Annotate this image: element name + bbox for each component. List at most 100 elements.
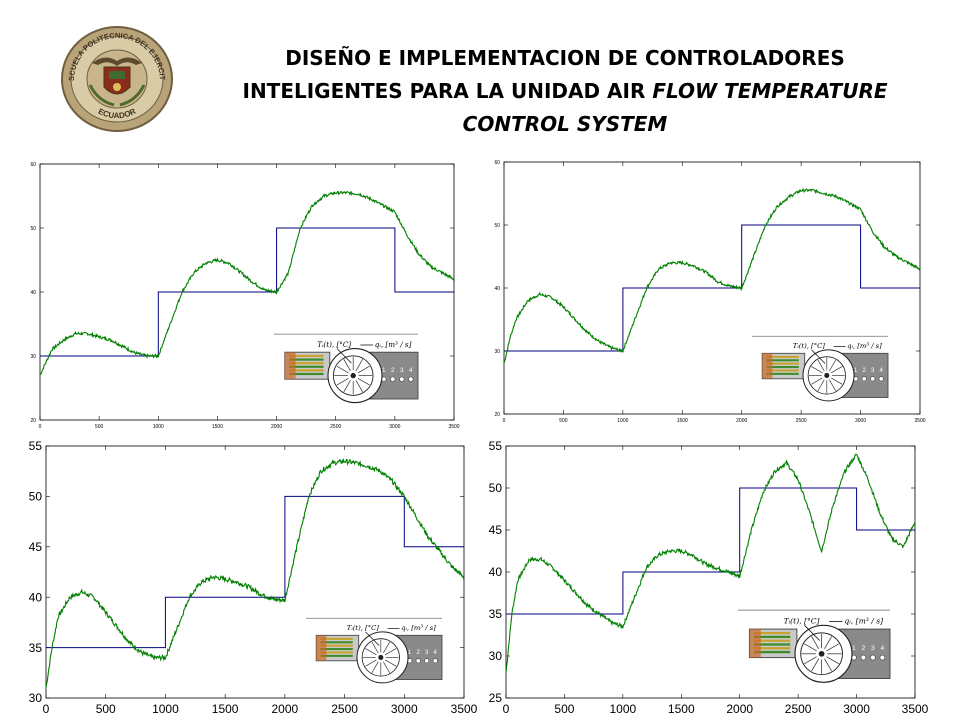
flow-label: qᵢ, [m³ / s] <box>847 342 882 350</box>
x-tick-label: 0 <box>39 424 42 430</box>
port-jack <box>870 654 876 661</box>
setpoint-line <box>506 487 915 615</box>
port-label: 3 <box>425 650 429 656</box>
fan-blade <box>811 366 823 374</box>
port-label: 3 <box>871 645 875 652</box>
x-tick-label: 0 <box>503 418 506 424</box>
y-tick-label: 45 <box>489 523 503 537</box>
port-jack <box>878 376 884 382</box>
port-label: 4 <box>881 645 885 652</box>
port-jack <box>415 658 421 664</box>
port-label: 2 <box>862 645 866 652</box>
title-line-2-italic: FLOW TEMPERATURE <box>652 79 888 103</box>
fan-blade <box>811 636 820 650</box>
y-tick-label: 35 <box>489 607 503 621</box>
temperature-arrow <box>365 631 380 646</box>
x-tick-label: 1500 <box>212 702 239 716</box>
temperature-label: Tᵢ(t), [°C] <box>347 624 380 632</box>
page-title: DISEÑO E IMPLEMENTACION DE CONTROLADORES… <box>200 42 930 141</box>
title-line-2-plain: INTELIGENTES PARA LA UNIDAD AIR <box>242 79 653 103</box>
y-tick-label: 50 <box>29 490 43 504</box>
y-tick-label: 30 <box>489 649 503 663</box>
y-tick-label: 60 <box>494 160 500 166</box>
fan-blade <box>343 359 351 372</box>
x-tick-label: 2000 <box>271 424 282 430</box>
fan-blade <box>811 658 820 672</box>
fan-blade <box>824 636 832 650</box>
x-tick-label: 500 <box>95 424 104 430</box>
heater-coil <box>766 362 799 365</box>
port-label: 4 <box>434 650 438 656</box>
university-seal: ESCUELA POLITECNICA DEL EJERCITO ECUADOR <box>57 18 174 133</box>
fan-blade <box>357 377 370 386</box>
fan-hub <box>350 372 356 379</box>
heater-coil <box>320 648 353 651</box>
x-tick-label: 1500 <box>212 424 223 430</box>
temperature-arrow <box>804 625 820 641</box>
port-jack <box>432 658 438 664</box>
port-label: 1 <box>382 367 386 374</box>
blower-diagram: 1 2 3 4 Tᵢ(t), [°C] qᵢ, [m³ / s] <box>306 617 443 684</box>
x-tick-label: 0 <box>43 702 50 716</box>
chart-bottom-left-svg: 0 500 1000 1500 2000 2500 3000 3500 30 35 40 45 50 55… <box>29 439 478 716</box>
fan-blade <box>371 641 379 654</box>
fan-blade <box>385 659 397 667</box>
y-tick-label: 60 <box>30 162 36 168</box>
heater-coil <box>766 366 799 369</box>
fan-blade <box>383 661 391 674</box>
x-tick-label: 2000 <box>736 418 747 424</box>
blower-diagram: 1 2 3 4 Tᵢ(t), [°C] qᵢ, [m³ / s] <box>738 609 891 683</box>
port-label: 2 <box>417 650 420 656</box>
heater-coil <box>320 641 353 644</box>
fan-blade <box>365 659 377 667</box>
port-jack <box>399 376 405 382</box>
port-label: 1 <box>854 368 858 374</box>
heater-coil <box>289 362 324 365</box>
x-tick-label: 1000 <box>152 702 179 716</box>
fan-blade <box>804 643 817 652</box>
fan-blade <box>383 641 391 654</box>
fan-blade <box>371 661 379 674</box>
heater-coil <box>289 365 324 368</box>
x-tick-label: 3500 <box>902 702 929 716</box>
y-tick-label: 40 <box>30 290 36 296</box>
x-tick-label: 2500 <box>331 702 358 716</box>
y-tick-label: 30 <box>30 354 36 360</box>
response-line <box>505 453 916 673</box>
temperature-arrow <box>811 349 826 364</box>
port-jack <box>870 376 876 382</box>
x-tick-label: 1000 <box>610 702 637 716</box>
heater-inlet <box>749 629 761 658</box>
fan-hub <box>818 650 825 657</box>
fan-blade <box>826 643 840 652</box>
heater-inlet <box>762 353 773 379</box>
chart-top-right: 0 500 1000 1500 2000 2500 3000 3500 20 30 40 50 60 1 2… <box>484 160 928 428</box>
chart-top-left-svg: 0 500 1000 1500 2000 2500 3000 3500 20 30 40 50 60 1 2… <box>30 162 459 430</box>
x-tick-label: 500 <box>554 702 574 716</box>
heater-coil <box>289 358 324 361</box>
port-jack <box>879 654 886 661</box>
fan-hub <box>378 654 384 660</box>
x-tick-label: 3000 <box>843 702 870 716</box>
blower-diagram: 1 2 3 4 Tᵢ(t), [°C] qᵢ, [m³ / s] <box>274 333 419 404</box>
heater-coil <box>289 354 324 358</box>
title-line-2: INTELIGENTES PARA LA UNIDAD AIR FLOW TEM… <box>200 75 930 108</box>
x-tick-label: 1000 <box>617 418 628 424</box>
y-tick-label: 25 <box>489 691 503 705</box>
heater-coil <box>754 650 791 654</box>
fan-wheel <box>361 638 400 677</box>
port-label: 2 <box>391 367 395 374</box>
x-tick-label: 1500 <box>668 702 695 716</box>
port-label: 1 <box>408 650 412 656</box>
x-tick-label: 3500 <box>448 424 459 430</box>
fan-blade <box>343 380 351 393</box>
fan-wheel <box>800 632 843 676</box>
y-tick-label: 30 <box>494 349 500 355</box>
fan-blade <box>355 380 363 393</box>
svg-text:ECUADOR: ECUADOR <box>97 107 138 121</box>
flow-label: qᵢ, [m³ / s] <box>375 340 412 349</box>
x-tick-label: 3500 <box>914 418 925 424</box>
y-tick-label: 35 <box>29 641 43 655</box>
fan-blade <box>824 658 832 672</box>
heater-coil <box>754 647 791 650</box>
